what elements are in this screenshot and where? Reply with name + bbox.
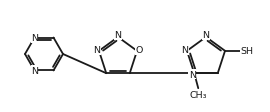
Text: N: N xyxy=(181,46,188,55)
Text: N: N xyxy=(189,70,196,79)
Text: N: N xyxy=(93,46,100,55)
Text: O: O xyxy=(135,46,143,55)
Text: N: N xyxy=(31,66,38,75)
Text: N: N xyxy=(202,31,210,40)
Text: N: N xyxy=(114,31,122,40)
Text: N: N xyxy=(31,34,38,43)
Text: SH: SH xyxy=(241,47,254,56)
Text: CH₃: CH₃ xyxy=(190,90,207,99)
